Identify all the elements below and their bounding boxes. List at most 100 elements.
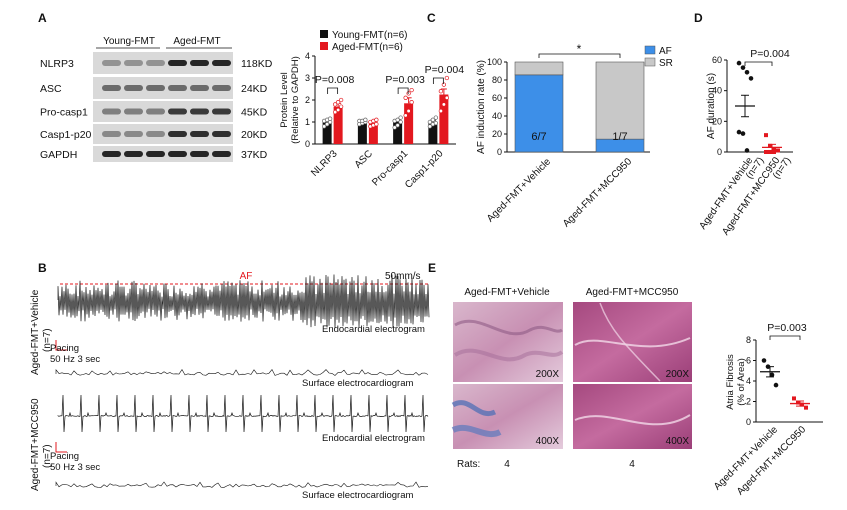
- data-point: [335, 100, 341, 105]
- bar-aged-pro-casp1: [404, 103, 414, 144]
- p-value-label: P=0.003: [385, 74, 425, 86]
- significance-bracket: [432, 77, 444, 84]
- data-point: [395, 123, 400, 128]
- pacing-label-top: Pacing: [50, 343, 79, 354]
- pacing-param-top: 50 Hz 3 sec: [50, 354, 100, 365]
- y-tick-label: 6: [746, 356, 751, 366]
- data-point: [433, 115, 439, 120]
- y-axis-label-line1: Protein Level: [279, 72, 290, 127]
- p-value-label: P=0.008: [315, 74, 355, 86]
- y-tick-label: 100: [487, 57, 502, 67]
- data-point: [772, 146, 776, 151]
- blot-band: [168, 60, 187, 66]
- legend-swatch: [644, 57, 656, 67]
- y-tick-label: 4: [746, 376, 751, 386]
- bar-young-casp1-p20: [428, 122, 438, 144]
- magnification-label: 200X: [536, 369, 560, 380]
- blot-kd-label: 24KD: [241, 83, 268, 95]
- bar-young-nlrp3: [322, 122, 332, 144]
- group-label-aged: Aged-FMT: [173, 36, 220, 47]
- speed-scale-label: 50mm/s: [385, 271, 421, 282]
- y-axis-label: AF duration (s): [706, 73, 717, 139]
- data-point: [744, 69, 750, 75]
- magnification-label: 200X: [666, 369, 690, 380]
- data-point: [740, 131, 746, 136]
- blot-band: [190, 151, 209, 157]
- y-tick-label: 2: [305, 95, 310, 105]
- rats-label: Rats:: [457, 459, 480, 470]
- data-point: [736, 60, 742, 66]
- blot-band: [190, 60, 209, 66]
- data-point: [764, 133, 768, 138]
- significance-bracket: [397, 87, 409, 94]
- legend-swatch: [644, 45, 656, 55]
- electrogram-panel: Aged-FMT+Vehicle (n=7) Aged-FMT+MCC950 (…: [30, 271, 430, 501]
- histology-image-vehicle-200x: [453, 302, 563, 382]
- p-value-label: P=0.004: [750, 48, 790, 60]
- data-point: [444, 95, 450, 100]
- p-value-label: P=0.004: [425, 64, 465, 76]
- data-point: [748, 76, 754, 81]
- blot-band: [124, 131, 143, 137]
- blot-row-label-pro-casp1: Pro-casp1: [40, 107, 88, 119]
- y-tick-label: 20: [712, 116, 722, 126]
- blot-row-label-asc: ASC: [40, 83, 62, 95]
- bar-sr-0: [514, 61, 564, 76]
- bar-aged-nlrp3: [333, 106, 343, 144]
- legend-label: SR: [659, 58, 673, 69]
- data-point: [765, 364, 771, 369]
- trace-group-label-bottom: Aged-FMT+MCC950: [30, 398, 41, 491]
- significance-bracket: [744, 61, 773, 66]
- blot-row-label-gapdh: GAPDH: [40, 149, 77, 161]
- x-tick-label-casp1-p20: Casp1-p20: [403, 148, 446, 191]
- blot-band: [102, 108, 121, 115]
- panel-label-a: A: [38, 11, 47, 25]
- bar-af-0: [514, 74, 564, 153]
- data-point: [441, 82, 447, 87]
- y-tick-label: 1: [305, 117, 310, 127]
- blot-band: [168, 108, 187, 115]
- tissue-fiber: [454, 319, 563, 336]
- data-point: [744, 148, 750, 153]
- y-tick-label: 0: [746, 417, 751, 427]
- data-point: [769, 372, 775, 378]
- blot-band: [212, 151, 231, 157]
- rats-count-mcc950: 4: [629, 459, 635, 470]
- blot-band: [146, 85, 165, 91]
- data-point: [324, 122, 330, 127]
- data-point: [740, 65, 746, 70]
- panel-label-d: D: [694, 11, 703, 25]
- trace-group-n-bottom: (n=7): [42, 444, 53, 468]
- y-tick-label: 3: [305, 73, 310, 83]
- blot-band: [124, 108, 143, 115]
- blot-band: [146, 108, 165, 115]
- data-point: [338, 104, 344, 109]
- significance-star: *: [577, 42, 582, 56]
- endocardial-trace-vehicle: [57, 274, 430, 329]
- blot-kd-label: 20KD: [241, 129, 268, 141]
- endocardial-trace-mcc950: [57, 394, 429, 433]
- protein-level-chart: 0 1 2 3 4 Protein Level (Relative to GAPDH) NLR…: [279, 30, 464, 191]
- data-point: [792, 396, 796, 401]
- pacing-marker-bottom: [55, 442, 67, 453]
- y-tick-label: 40: [492, 111, 502, 121]
- bar-young-asc: [357, 122, 367, 144]
- x-tick-label: Aged-FMT+MCC950: [561, 156, 635, 230]
- data-point: [433, 120, 439, 126]
- tissue-fiber: [574, 337, 691, 348]
- y-tick-label: 60: [712, 55, 722, 65]
- data-point: [768, 143, 772, 148]
- blot-band: [124, 85, 143, 91]
- group-label-young: Young-FMT: [103, 36, 155, 47]
- y-tick-label: 60: [492, 93, 502, 103]
- blot-band: [102, 60, 121, 66]
- tissue-fiber: [599, 302, 661, 382]
- y-axis-label-line2: (% of Area): [736, 358, 747, 406]
- surface-trace-vehicle: [55, 368, 429, 376]
- data-point: [800, 402, 804, 407]
- data-point: [363, 117, 368, 122]
- y-axis-label-line1: Atria Fibrosis: [725, 354, 736, 410]
